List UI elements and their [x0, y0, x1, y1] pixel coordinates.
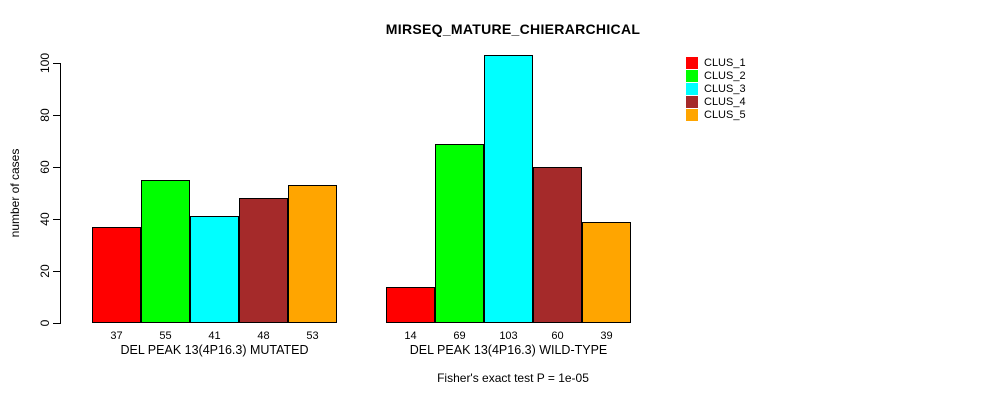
- bar-value-CLUS_1-group-1: 37: [110, 330, 123, 342]
- bar-value-CLUS_2-group-2: 69: [453, 330, 466, 342]
- legend-swatch-CLUS_5: [686, 109, 698, 121]
- y-tick-label-100: 100: [38, 52, 52, 74]
- bar-CLUS_4-group-2: [533, 167, 582, 323]
- annotation-text: Fisher's exact test P = 1e-05: [437, 371, 589, 385]
- x-category-label-2: DEL PEAK 13(4P16.3) WILD-TYPE: [409, 343, 608, 357]
- bar-CLUS_2-group-1: [141, 180, 190, 323]
- legend-item-CLUS_3: CLUS_3: [686, 83, 746, 95]
- y-tick-mark-60: [53, 167, 60, 168]
- y-tick-label-80: 80: [38, 108, 52, 122]
- y-tick-label-40: 40: [38, 212, 52, 226]
- y-tick-mark-40: [53, 219, 60, 220]
- y-axis-label: number of cases: [8, 148, 22, 238]
- bar-value-CLUS_5-group-1: 53: [306, 330, 319, 342]
- y-axis-line: [60, 63, 61, 324]
- bar-CLUS_1-group-1: [92, 226, 141, 323]
- bar-CLUS_5-group-2: [582, 221, 631, 323]
- bar-value-CLUS_5-group-2: 39: [600, 330, 613, 342]
- bar-CLUS_5-group-1: [288, 185, 337, 323]
- bar-value-CLUS_3-group-2: 103: [499, 330, 518, 342]
- legend-label-CLUS_4: CLUS_4: [704, 96, 746, 108]
- y-tick-mark-80: [53, 115, 60, 116]
- legend-label-CLUS_3: CLUS_3: [704, 83, 746, 95]
- legend-swatch-CLUS_1: [686, 57, 698, 69]
- legend-label-CLUS_5: CLUS_5: [704, 109, 746, 121]
- legend-item-CLUS_1: CLUS_1: [686, 57, 746, 69]
- bar-CLUS_4-group-1: [239, 198, 288, 323]
- bar-value-CLUS_2-group-1: 55: [159, 330, 172, 342]
- bar-value-CLUS_3-group-1: 41: [208, 330, 221, 342]
- legend-label-CLUS_1: CLUS_1: [704, 57, 746, 69]
- legend-label-CLUS_2: CLUS_2: [704, 70, 746, 82]
- y-tick-mark-0: [53, 323, 60, 324]
- legend-item-CLUS_5: CLUS_5: [686, 109, 746, 121]
- bar-value-CLUS_1-group-2: 14: [404, 330, 417, 342]
- bar-value-CLUS_4-group-2: 60: [551, 330, 564, 342]
- legend-item-CLUS_2: CLUS_2: [686, 70, 746, 82]
- legend-item-CLUS_4: CLUS_4: [686, 96, 746, 108]
- legend-swatch-CLUS_4: [686, 96, 698, 108]
- chart-title: MIRSEQ_MATURE_CHIERARCHICAL: [385, 21, 641, 37]
- y-tick-mark-20: [53, 271, 60, 272]
- legend: CLUS_1 CLUS_2 CLUS_3 CLUS_4 CLUS_5: [686, 57, 746, 121]
- legend-swatch-CLUS_3: [686, 83, 698, 95]
- y-tick-label-60: 60: [38, 160, 52, 174]
- bar-CLUS_1-group-2: [386, 286, 435, 323]
- y-tick-mark-100: [53, 63, 60, 64]
- y-tick-label-0: 0: [38, 319, 52, 327]
- legend-swatch-CLUS_2: [686, 70, 698, 82]
- y-tick-label-20: 20: [38, 264, 52, 278]
- bar-CLUS_2-group-2: [435, 143, 484, 323]
- bar-CLUS_3-group-1: [190, 216, 239, 323]
- bar-CLUS_3-group-2: [484, 55, 533, 323]
- x-category-label-1: DEL PEAK 13(4P16.3) MUTATED: [120, 343, 309, 357]
- bar-value-CLUS_4-group-1: 48: [257, 330, 270, 342]
